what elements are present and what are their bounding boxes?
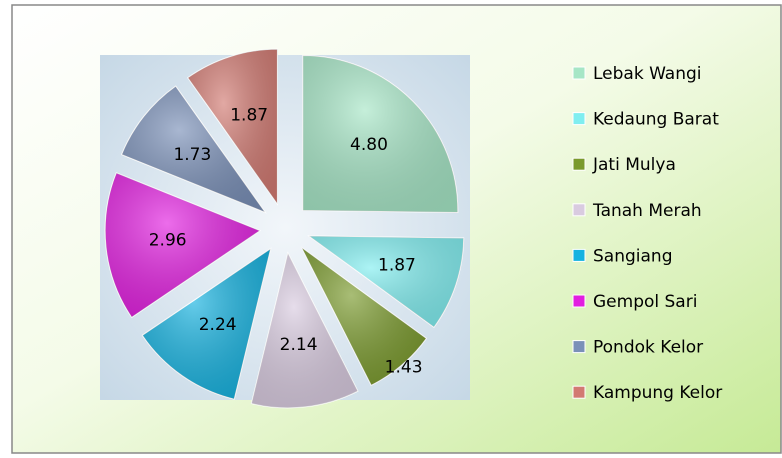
legend-swatch: [572, 340, 586, 354]
data-label: 2.96: [149, 230, 187, 250]
slice-shade: [105, 172, 261, 318]
legend-swatch: [572, 203, 586, 217]
legend-label: Gempol Sari: [593, 292, 697, 312]
legend-label: Lebak Wangi: [593, 64, 702, 84]
legend-label: Tanah Merah: [592, 201, 702, 221]
legend-swatch: [572, 248, 586, 262]
legend-label: Pondok Kelor: [593, 338, 703, 358]
data-label: 1.43: [385, 358, 423, 378]
legend-swatch: [572, 66, 586, 80]
legend-label: Kampung Kelor: [593, 383, 722, 403]
legend-label: Kedaung Barat: [593, 110, 719, 130]
legend-swatch: [572, 112, 586, 126]
data-label: 2.24: [199, 315, 237, 335]
slice-shade: [251, 252, 358, 408]
data-label: 1.87: [378, 255, 416, 275]
legend-swatch: [572, 294, 586, 308]
legend-label: Jati Mulya: [592, 155, 676, 175]
slice-shade: [187, 49, 278, 205]
legend-label: Sangiang: [593, 246, 672, 266]
data-label: 2.14: [280, 335, 318, 355]
slice-shade: [302, 55, 458, 213]
slice-shade: [301, 247, 427, 386]
data-label: 1.73: [173, 145, 211, 165]
data-label: 4.80: [350, 135, 388, 155]
slice-shade: [308, 235, 464, 328]
slice-shade: [142, 248, 271, 400]
legend-swatch: [572, 385, 586, 399]
legend-swatch: [572, 157, 586, 171]
data-label: 1.87: [230, 106, 268, 126]
slice-shade: [121, 86, 266, 213]
